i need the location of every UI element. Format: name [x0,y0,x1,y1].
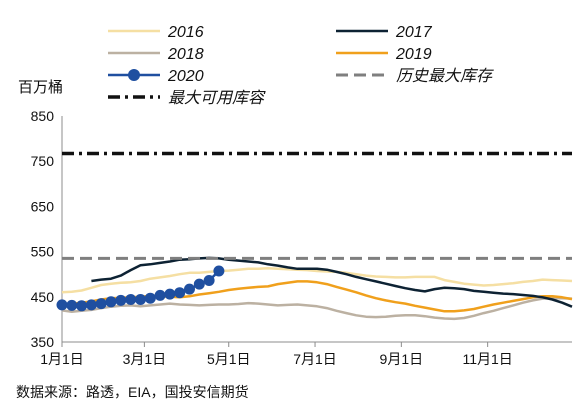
x-tick-label: 3月1日 [123,351,167,367]
y-tick-label: 650 [31,198,55,214]
series-layer [56,151,573,321]
legend-label: 2017 [395,24,433,41]
series-point [164,288,176,300]
series-line [91,256,573,308]
series-point [213,265,225,277]
legend-item: 最大可用库容 [108,89,266,107]
legend-item: 2018 [108,46,204,63]
series-point [56,299,68,311]
legend-marker [128,69,140,81]
y-tick-label: 850 [31,108,55,124]
legend-label: 2016 [167,24,204,41]
series-line [61,296,573,321]
x-tick-label: 9月1日 [380,351,424,367]
series-point [76,300,88,312]
x-tick-label: 5月1日 [207,351,251,367]
series-2 [61,296,573,321]
x-tick-label: 11月1日 [462,351,512,367]
legend-item: 2017 [336,24,433,41]
x-tick-label: 7月1日 [293,351,337,367]
series-point [125,294,137,305]
legend-item: 2019 [336,46,432,63]
legend-item: 2016 [108,24,204,41]
series-point [66,299,78,311]
x-axis: 1月1日 3月1日 5月1日 7月1日 9月1日 11月1日 [40,341,572,367]
series-4 [56,265,225,312]
series-1 [91,256,573,308]
series-point [203,275,215,286]
series-point [174,287,186,299]
series-line [61,267,573,294]
series-point [144,292,156,304]
series-point [85,299,97,311]
legend-item: 2020 [108,68,204,85]
series-0 [61,267,573,294]
y-tick-label: 550 [31,244,55,260]
legend-label: 2019 [395,46,432,63]
legend-label: 2018 [167,46,204,63]
series-point [115,294,127,306]
legend-label: 2020 [167,68,204,85]
legend-label: 历史最大库存 [396,67,494,85]
series-point [105,296,117,308]
legend-label: 最大可用库容 [168,89,266,107]
y-tick-label: 350 [31,334,55,350]
series-point [154,289,166,301]
series-point [95,298,107,310]
y-axis-unit-label: 百万桶 [18,79,63,96]
series-point [193,278,205,290]
series-point [135,294,146,305]
source-note: 数据来源：路透，EIA，国投安信期货 [16,384,249,400]
y-tick-label: 750 [31,153,55,169]
series-point [184,283,195,295]
legend-item: 历史最大库存 [336,67,494,85]
y-axis: 350 450 550 650 750 850 [31,108,63,350]
x-tick-label: 1月1日 [40,351,84,367]
y-tick-label: 450 [31,289,55,305]
